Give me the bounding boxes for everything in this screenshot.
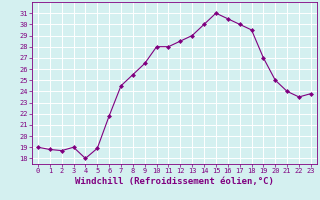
X-axis label: Windchill (Refroidissement éolien,°C): Windchill (Refroidissement éolien,°C) (75, 177, 274, 186)
